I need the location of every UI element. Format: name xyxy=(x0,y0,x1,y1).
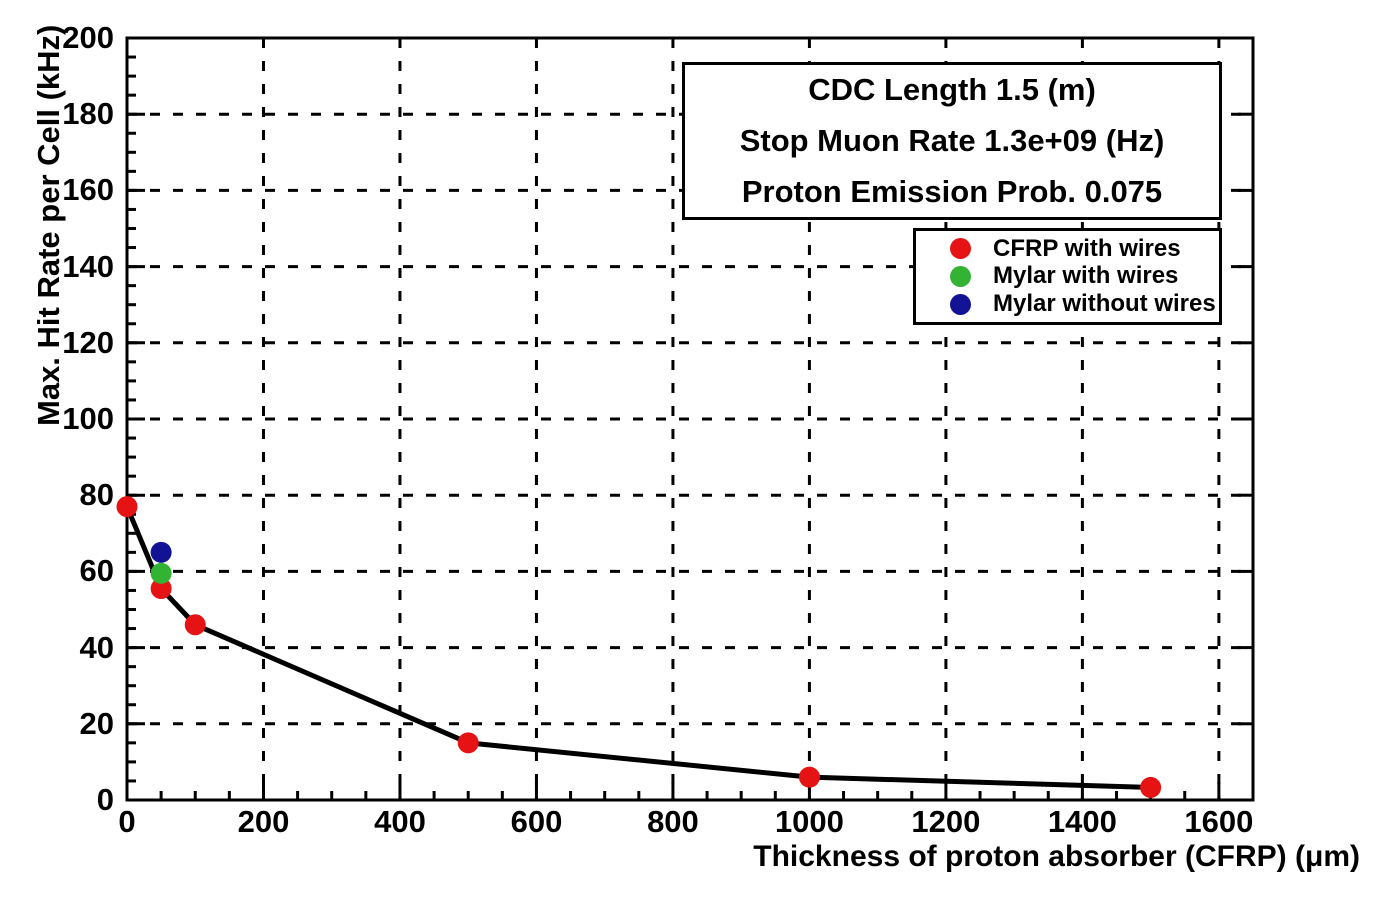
legend-item-cfrp-with-wires: CFRP with wires xyxy=(916,234,1219,262)
y-tick-label: 160 xyxy=(62,172,114,208)
x-tick-label: 1000 xyxy=(774,804,844,839)
blue-marker-icon xyxy=(950,293,971,315)
green-marker-icon xyxy=(950,265,971,287)
y-tick-label: 180 xyxy=(62,96,114,132)
data-point-cfrp-with-wires xyxy=(798,766,820,788)
x-tick-label: 600 xyxy=(510,804,563,839)
x-tick-label: 0 xyxy=(118,804,136,839)
legend: CFRP with wires Mylar with wires Mylar w… xyxy=(913,228,1222,325)
legend-label: CFRP with wires xyxy=(993,234,1181,262)
legend-item-mylar-without-wires: Mylar without wires xyxy=(916,291,1219,317)
y-tick-label: 0 xyxy=(96,782,114,817)
y-tick-label: 120 xyxy=(62,324,114,360)
y-tick-label: 100 xyxy=(62,401,114,436)
y-tick-label: 80 xyxy=(79,477,114,513)
data-point-cfrp-with-wires xyxy=(1140,776,1162,798)
title-line-cdc-length: CDC Length 1.5 (m) xyxy=(808,72,1096,108)
legend-label: Mylar with wires xyxy=(993,262,1179,290)
data-point-mylar-with-wires xyxy=(150,562,172,584)
data-point-cfrp-with-wires xyxy=(150,578,172,600)
x-tick-label: 1600 xyxy=(1184,804,1254,839)
x-tick-label: 200 xyxy=(237,804,290,839)
y-axis-title: Max. Hit Rate per Cell (kHz) xyxy=(31,24,66,426)
y-tick-label: 200 xyxy=(62,20,114,55)
red-marker-icon xyxy=(950,238,971,260)
data-point-cfrp-with-wires xyxy=(457,732,479,754)
y-tick-label: 140 xyxy=(62,248,114,284)
y-tick-label: 40 xyxy=(79,629,114,665)
title-line-stop-muon-rate: Stop Muon Rate 1.3e+09 (Hz) xyxy=(739,122,1165,158)
x-tick-label: 1400 xyxy=(1047,804,1117,839)
x-tick-label: 1200 xyxy=(911,804,981,839)
data-point-cfrp-with-wires xyxy=(184,614,206,636)
title-line-proton-emission-prob: Proton Emission Prob. 0.075 xyxy=(741,173,1163,209)
data-point-cfrp-with-wires xyxy=(116,496,138,518)
legend-label: Mylar without wires xyxy=(993,290,1216,318)
data-point-mylar-without-wires xyxy=(150,541,172,563)
x-tick-label: 400 xyxy=(374,804,426,839)
y-tick-label: 20 xyxy=(79,705,114,741)
x-tick-label: 800 xyxy=(647,804,699,839)
legend-item-mylar-with-wires: Mylar with wires xyxy=(916,263,1219,289)
title-box: CDC Length 1.5 (m) Stop Muon Rate 1.3e+0… xyxy=(682,62,1222,220)
x-axis-title: Thickness of proton absorber (CFRP) (μm) xyxy=(753,840,1360,873)
y-tick-label: 60 xyxy=(79,553,114,589)
